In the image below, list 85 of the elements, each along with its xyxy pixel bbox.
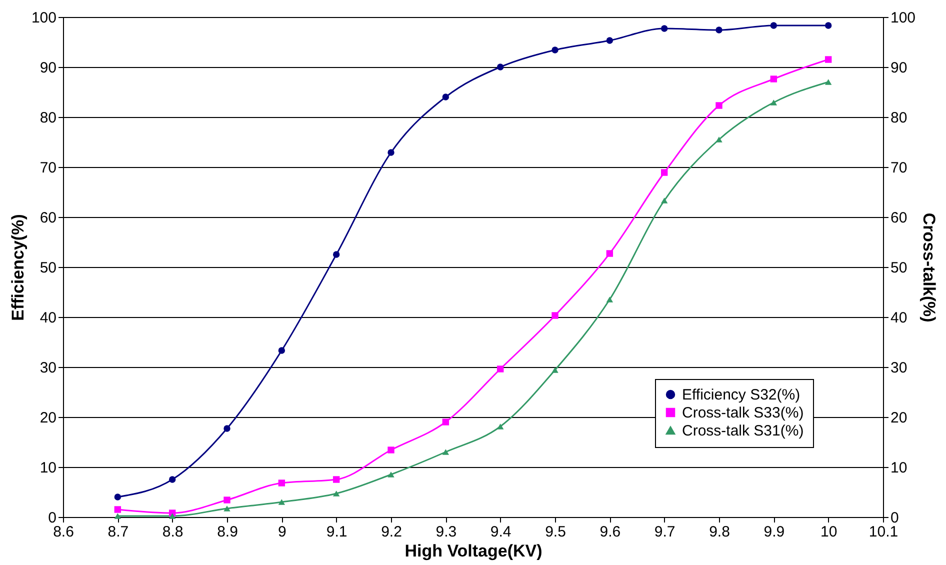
point bbox=[388, 149, 394, 156]
point bbox=[496, 64, 504, 70]
point bbox=[168, 513, 176, 519]
y-tick-label: 30 bbox=[40, 360, 56, 376]
y-tick-label: 100 bbox=[31, 10, 56, 26]
point bbox=[114, 506, 122, 513]
point bbox=[552, 46, 558, 54]
point bbox=[224, 506, 230, 512]
legend-label: Cross-talk S33(%) bbox=[682, 404, 804, 422]
y-tick-label: 90 bbox=[40, 60, 56, 76]
y-tick-label: 70 bbox=[40, 160, 56, 176]
y2-axis-title: Cross-talk(%) bbox=[920, 212, 939, 322]
point bbox=[770, 100, 778, 106]
x-tick-label: 10.1 bbox=[868, 524, 898, 540]
point bbox=[114, 513, 122, 519]
point bbox=[168, 476, 176, 483]
y-tick-label: 80 bbox=[40, 110, 56, 126]
point bbox=[332, 251, 340, 258]
x-tick-label: 9.7 bbox=[654, 524, 676, 540]
y-tick-label: 50 bbox=[40, 260, 56, 276]
legend-label: Cross-talk S31(%) bbox=[682, 422, 804, 440]
y2-tick-label: 50 bbox=[890, 260, 908, 276]
point bbox=[552, 312, 558, 319]
point bbox=[770, 76, 778, 82]
point bbox=[606, 37, 614, 44]
point bbox=[442, 449, 450, 455]
point bbox=[660, 198, 668, 204]
x-tick-label: 8.6 bbox=[53, 524, 74, 540]
point bbox=[770, 22, 778, 29]
point bbox=[496, 366, 504, 372]
point bbox=[716, 102, 722, 109]
y-tick-label: 20 bbox=[40, 410, 56, 426]
y2-tick-label: 0 bbox=[890, 510, 899, 526]
point bbox=[388, 446, 394, 454]
point bbox=[442, 94, 450, 100]
y2-tick-label: 20 bbox=[890, 410, 908, 426]
y-tick-label: 40 bbox=[40, 310, 56, 326]
point bbox=[388, 472, 394, 478]
x-tick-label: 9.4 bbox=[490, 524, 512, 540]
y-axis-title: Efficiency(%) bbox=[8, 214, 28, 321]
point bbox=[660, 25, 668, 32]
point bbox=[278, 499, 286, 505]
x-tick-label: 9.3 bbox=[436, 524, 457, 540]
x-tick-label: 8.9 bbox=[217, 524, 238, 540]
point bbox=[660, 169, 668, 176]
point bbox=[606, 296, 614, 302]
y2-tick-label: 30 bbox=[890, 360, 908, 376]
x-tick-label: 9.2 bbox=[381, 524, 402, 540]
y2-tick-label: 60 bbox=[890, 210, 908, 226]
point bbox=[278, 480, 286, 486]
x-tick-label: 9.8 bbox=[709, 524, 730, 540]
x-axis-title: High Voltage(KV) bbox=[404, 542, 542, 560]
y2-tick-label: 40 bbox=[890, 310, 908, 326]
point bbox=[496, 424, 504, 430]
point bbox=[716, 26, 722, 34]
point bbox=[278, 347, 286, 354]
x-tick-label: 9.6 bbox=[600, 524, 621, 540]
point bbox=[824, 79, 832, 85]
x-tick-label: 8.7 bbox=[108, 524, 129, 540]
legend-label: Efficiency S32(%) bbox=[682, 386, 800, 404]
x-tick-label: 9.5 bbox=[545, 524, 566, 540]
point bbox=[824, 22, 832, 29]
point bbox=[442, 418, 450, 426]
y-tick-label: 10 bbox=[40, 460, 56, 476]
point bbox=[332, 490, 340, 496]
point bbox=[824, 56, 832, 63]
y2-tick-label: 10 bbox=[890, 460, 908, 476]
point bbox=[552, 367, 558, 373]
point bbox=[332, 476, 340, 483]
y2-tick-label: 100 bbox=[890, 10, 916, 26]
y-tick-label: 60 bbox=[40, 210, 56, 226]
y2-tick-label: 70 bbox=[890, 160, 908, 176]
x-tick-label: 10 bbox=[820, 524, 838, 540]
y-tick-label: 0 bbox=[48, 510, 56, 526]
x-tick-label: 9 bbox=[278, 524, 286, 540]
x-tick-label: 8.8 bbox=[162, 524, 184, 540]
point bbox=[224, 496, 230, 504]
point bbox=[114, 494, 122, 500]
x-tick-label: 9.1 bbox=[326, 524, 348, 540]
point bbox=[716, 136, 722, 142]
x-tick-label: 9.9 bbox=[764, 524, 785, 540]
point bbox=[224, 425, 230, 432]
point bbox=[606, 250, 614, 257]
y2-tick-label: 90 bbox=[890, 60, 908, 76]
y2-tick-label: 80 bbox=[890, 110, 908, 126]
